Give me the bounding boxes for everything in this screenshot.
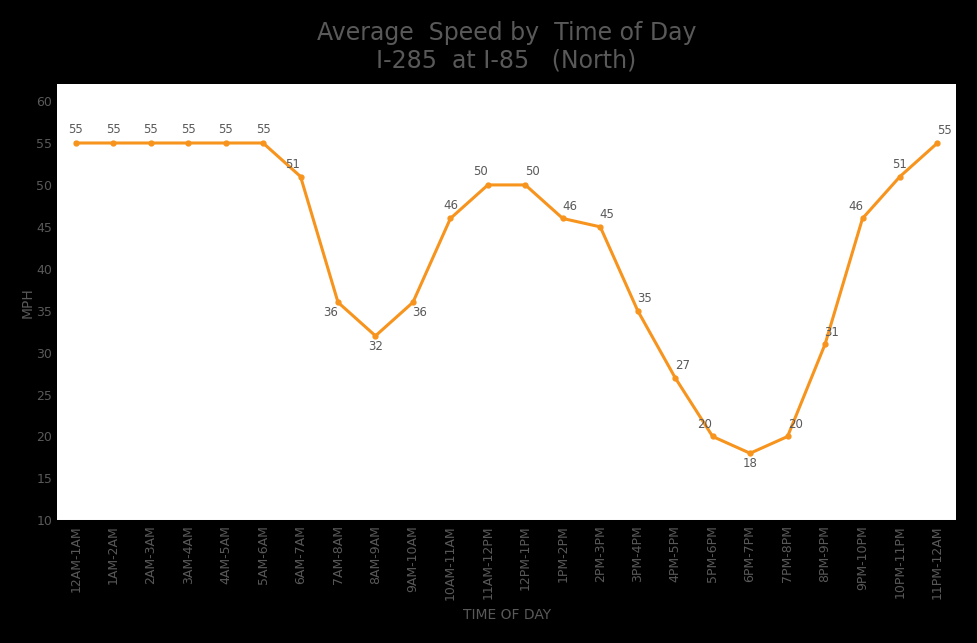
Text: 55: 55 bbox=[144, 123, 158, 136]
Text: 27: 27 bbox=[675, 359, 690, 372]
Text: 46: 46 bbox=[443, 199, 458, 212]
Text: 51: 51 bbox=[284, 158, 300, 171]
Text: 18: 18 bbox=[743, 457, 757, 470]
Text: 32: 32 bbox=[368, 340, 383, 352]
Text: 55: 55 bbox=[256, 123, 271, 136]
Y-axis label: MPH: MPH bbox=[21, 287, 35, 318]
Text: 55: 55 bbox=[106, 123, 120, 136]
Text: 55: 55 bbox=[68, 123, 83, 136]
Text: 36: 36 bbox=[323, 306, 338, 319]
Text: 50: 50 bbox=[474, 165, 488, 178]
Text: 20: 20 bbox=[788, 418, 803, 431]
Text: 55: 55 bbox=[181, 123, 195, 136]
Text: 55: 55 bbox=[218, 123, 233, 136]
Text: 51: 51 bbox=[893, 158, 908, 171]
Title: Average  Speed by  Time of Day
I-285  at I-85   (North): Average Speed by Time of Day I-285 at I-… bbox=[317, 21, 697, 73]
Text: 45: 45 bbox=[600, 208, 615, 221]
Text: 55: 55 bbox=[937, 125, 952, 138]
Text: 31: 31 bbox=[825, 326, 839, 339]
Text: 35: 35 bbox=[637, 292, 652, 305]
X-axis label: TIME OF DAY: TIME OF DAY bbox=[462, 608, 551, 622]
Text: 50: 50 bbox=[525, 165, 539, 178]
Text: 36: 36 bbox=[412, 306, 427, 319]
Text: 46: 46 bbox=[562, 200, 577, 213]
Text: 46: 46 bbox=[848, 200, 863, 213]
Text: 20: 20 bbox=[697, 418, 712, 431]
